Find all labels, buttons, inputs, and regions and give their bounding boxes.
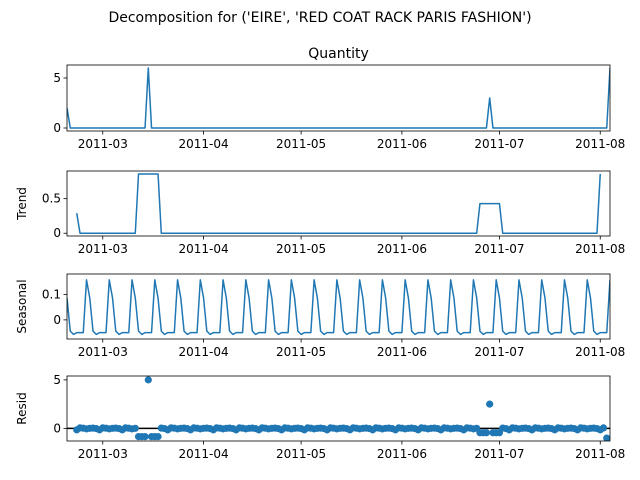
- x-tick-label: 2011-07: [474, 447, 524, 461]
- x-tick-label: 2011-07: [474, 345, 524, 359]
- plot-area: [76, 173, 601, 234]
- y-tick-label: 5: [53, 373, 61, 387]
- panel-title: Quantity: [308, 46, 369, 62]
- resid-point: [603, 434, 610, 441]
- resid-point: [141, 433, 149, 441]
- series-line: [67, 279, 610, 336]
- axes-frame: [66, 170, 611, 237]
- y-axis-label: Trend: [15, 187, 29, 221]
- x-tick-label: 2011-05: [276, 242, 326, 256]
- resid-point: [482, 429, 491, 437]
- x-tick-label: 2011-04: [178, 447, 228, 461]
- x-tick-label: 2011-08: [575, 345, 625, 359]
- x-tick-label: 2011-04: [178, 345, 228, 359]
- series-line: [76, 173, 601, 234]
- x-tick-label: 2011-05: [276, 345, 326, 359]
- x-tick-label: 2011-04: [178, 242, 228, 256]
- resid-point: [486, 400, 494, 408]
- axes-frame: [66, 273, 611, 340]
- figure-suptitle: Decomposition for ('EIRE', 'RED COAT RAC…: [108, 10, 531, 26]
- series-line: [67, 67, 610, 129]
- x-tick-label: 2011-03: [78, 447, 128, 461]
- resid-point: [154, 433, 162, 441]
- y-tick-label: 0: [53, 226, 61, 240]
- plot-area: [67, 376, 610, 441]
- y-axis-label: Seasonal: [15, 279, 29, 333]
- x-tick-label: 2011-06: [377, 447, 427, 461]
- x-tick-label: 2011-04: [178, 137, 228, 151]
- resid-point: [599, 424, 608, 432]
- panel-quantity: 0 5 2011-03 2011-04 2011-05 2011-06 2011-07 201…: [53, 46, 625, 151]
- x-tick-label: 2011-06: [377, 242, 427, 256]
- y-tick-label: 0.1: [42, 287, 61, 301]
- resid-point: [144, 376, 152, 384]
- y-tick-label: 0: [53, 421, 61, 435]
- x-tick-label: 2011-03: [78, 242, 128, 256]
- x-tick-label: 2011-06: [377, 345, 427, 359]
- y-axis-label: Resid: [15, 392, 29, 424]
- y-tick-label: 0.5: [42, 192, 61, 206]
- x-tick-label: 2011-07: [474, 242, 524, 256]
- x-tick-label: 2011-05: [276, 137, 326, 151]
- x-tick-label: 2011-06: [377, 137, 427, 151]
- panel-trend: 0 0.5 2011-03 2011-04 2011-05 2011-06 2011-07 2…: [15, 170, 625, 256]
- x-tick-label: 2011-03: [78, 345, 128, 359]
- y-tick-label: 0: [53, 121, 61, 135]
- resid-point: [131, 424, 139, 432]
- x-tick-label: 2011-05: [276, 447, 326, 461]
- plot-area: [67, 67, 610, 129]
- axes-frame: [66, 375, 611, 442]
- plot-area: [67, 279, 610, 336]
- y-tick-label: 5: [53, 71, 61, 85]
- x-tick-label: 2011-03: [78, 137, 128, 151]
- y-tick-label: 0: [53, 313, 61, 327]
- x-tick-label: 2011-08: [575, 137, 625, 151]
- panel-resid: 0 5 2011-03 2011-04 2011-05 2011-06 2011-07 201…: [15, 373, 625, 461]
- panel-seasonal: 0 0.1 2011-03 2011-04 2011-05 2011-06 2011-07 2…: [15, 273, 625, 359]
- x-tick-label: 2011-07: [474, 137, 524, 151]
- axes-frame: [66, 64, 611, 132]
- x-tick-label: 2011-08: [575, 447, 625, 461]
- x-tick-label: 2011-08: [575, 242, 625, 256]
